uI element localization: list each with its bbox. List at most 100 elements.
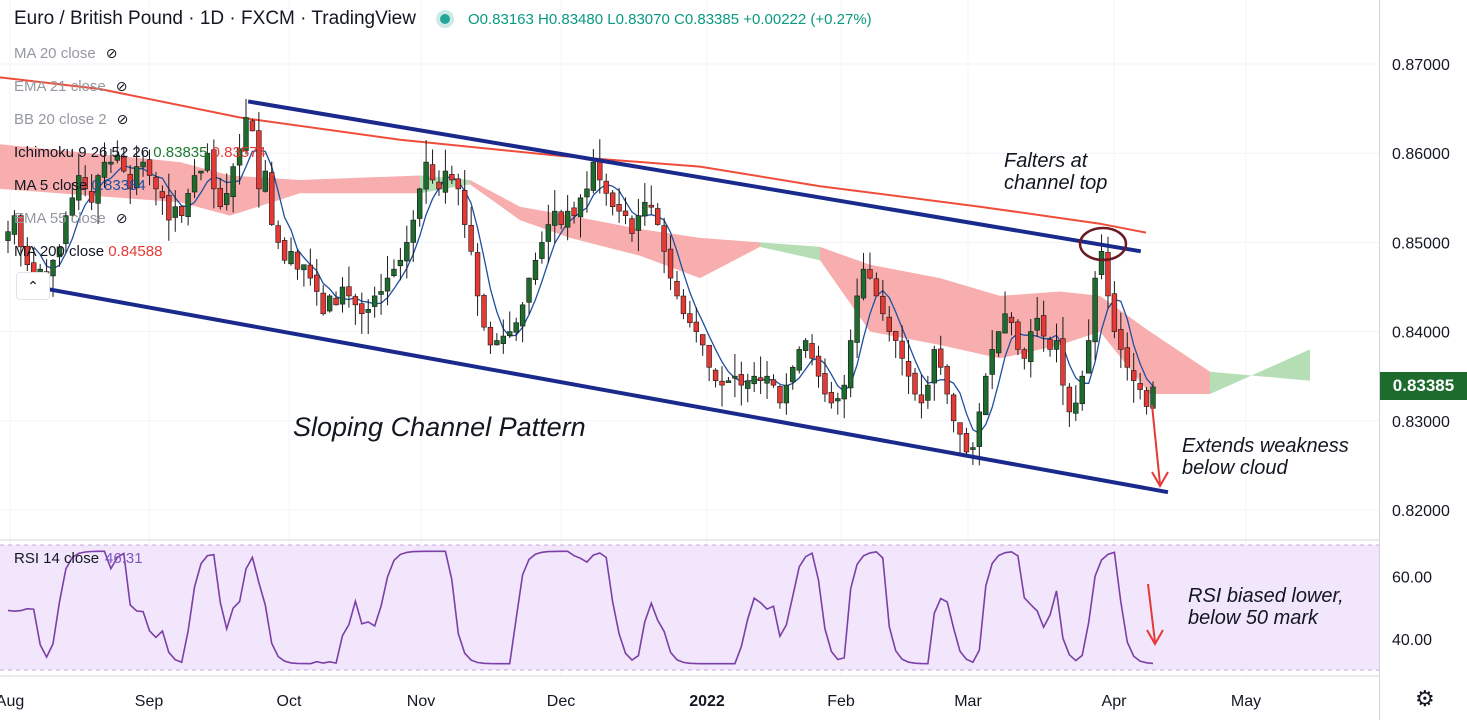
candle-body — [397, 259, 404, 267]
candle-body — [706, 344, 712, 368]
legend-bb20[interactable]: BB 20 close 2 ⊘ — [14, 111, 129, 128]
candle-body — [204, 152, 211, 171]
candle-body — [1143, 390, 1150, 407]
rsi-tick: 40.00 — [1392, 632, 1432, 649]
candle-body — [532, 259, 539, 280]
eye-hidden-icon[interactable]: ⊘ — [115, 210, 128, 226]
eye-hidden-icon[interactable]: ⊘ — [105, 45, 118, 61]
cloud-segment — [230, 175, 300, 216]
candle-body — [487, 326, 494, 346]
cloud-segment — [1150, 331, 1210, 394]
eye-hidden-icon[interactable]: ⊘ — [116, 111, 129, 127]
time-tick: Aug — [0, 693, 24, 710]
candle-body — [346, 286, 352, 297]
candle-body — [172, 206, 178, 218]
candle-body — [281, 240, 288, 261]
candle-body — [56, 246, 63, 258]
gear-icon[interactable]: ⚙ — [1415, 686, 1435, 711]
candle-body — [854, 295, 860, 343]
price-tick: 0.83000 — [1392, 414, 1450, 431]
open-value: O0.83163 — [467, 11, 534, 28]
legend-ichimoku[interactable]: Ichimoku 9 26 52 26 0.83835 0.83574 — [14, 144, 266, 161]
cloud-segment — [300, 175, 420, 194]
candle-body — [545, 224, 552, 242]
candle-body — [76, 175, 82, 201]
candle-body — [995, 331, 1002, 354]
candle-body — [970, 447, 976, 450]
candle-body — [1137, 383, 1143, 390]
time-tick: May — [1231, 693, 1261, 710]
collapse-legend-button[interactable]: ⌃ — [16, 272, 50, 300]
symbol-title[interactable]: Euro / British Pound · 1D · FXCM · Tradi… — [14, 8, 416, 29]
candle-body — [166, 194, 172, 221]
price-axis[interactable]: 0.87000 0.86000 0.85000 0.84000 0.83000 0.820… — [1392, 57, 1450, 520]
candle-body — [886, 316, 892, 332]
candle-body — [564, 210, 571, 228]
eye-hidden-icon[interactable]: ⊘ — [115, 78, 128, 94]
candle-body — [764, 375, 770, 384]
candle-body — [63, 215, 69, 244]
candle-body — [198, 170, 204, 174]
cloud-segment — [760, 242, 820, 261]
time-axis[interactable]: Aug Sep Oct Nov Dec 2022 Feb Mar Apr May — [0, 693, 1261, 710]
annotation-falters: Falters at channel top — [1004, 150, 1108, 194]
candle-body — [1111, 293, 1118, 332]
candle-body — [50, 259, 56, 277]
cloud-segment — [1210, 349, 1310, 394]
candle-body — [661, 225, 667, 252]
candle-body — [481, 295, 487, 328]
candle-body — [989, 349, 995, 375]
ohlc-readout: O0.83163 H0.83480 L0.83070 C0.83385 +0.0… — [468, 11, 872, 28]
candle-body — [957, 422, 963, 435]
time-tick: 2022 — [689, 693, 725, 710]
candle-body — [1002, 313, 1008, 334]
legend-ma20[interactable]: MA 20 close ⊘ — [14, 45, 118, 62]
legend-ema21[interactable]: EMA 21 close ⊘ — [14, 78, 128, 95]
candle-body — [841, 384, 847, 400]
high-value: H0.83480 — [538, 11, 604, 28]
candle-body — [249, 120, 256, 132]
candle-body — [938, 348, 944, 368]
candle-body — [339, 286, 346, 305]
legend-ma200[interactable]: MA 200 close 0.84588 — [14, 243, 163, 260]
candle-body — [468, 225, 474, 252]
candle-body — [822, 373, 828, 395]
candle-body — [745, 380, 751, 389]
candle-body — [860, 268, 867, 299]
candle-body — [648, 204, 654, 208]
cloud-segment — [1000, 291, 1060, 359]
price-tick: 0.82000 — [1392, 503, 1450, 520]
ma200-line — [0, 76, 1147, 234]
rsi-legend[interactable]: RSI 14 close 46.31 — [14, 550, 143, 567]
candle-body — [571, 207, 577, 216]
candle-body — [815, 355, 822, 377]
candle-body — [609, 192, 616, 208]
candle-body — [191, 175, 198, 193]
time-tick: Dec — [547, 693, 575, 710]
candle-body — [449, 174, 455, 181]
candle-body — [410, 219, 416, 243]
candle-body — [725, 380, 732, 383]
price-tick: 0.85000 — [1392, 235, 1450, 252]
candle-body — [69, 197, 76, 216]
candle-body — [18, 215, 24, 248]
candle-body — [307, 264, 314, 279]
candle-body — [918, 394, 925, 404]
candle-body — [462, 189, 468, 225]
legend-ma5[interactable]: MA 5 close 0.83384 — [14, 177, 146, 194]
candle-body — [146, 159, 153, 176]
legend-ema55[interactable]: EMA 55 close ⊘ — [14, 210, 128, 227]
candle-body — [738, 374, 745, 386]
change-value: +0.00222 (+0.27%) — [743, 11, 872, 28]
candle-body — [275, 225, 281, 243]
sloping-channel[interactable] — [25, 99, 1169, 495]
candle-body — [1131, 370, 1137, 381]
candle-body — [1092, 277, 1098, 343]
candle-body — [1008, 316, 1015, 323]
candle-body — [314, 274, 320, 292]
candle-body — [513, 322, 519, 333]
candle-body — [809, 343, 815, 359]
rsi-axis[interactable]: 60.00 40.00 — [1392, 569, 1432, 649]
candle-body — [1079, 375, 1085, 405]
